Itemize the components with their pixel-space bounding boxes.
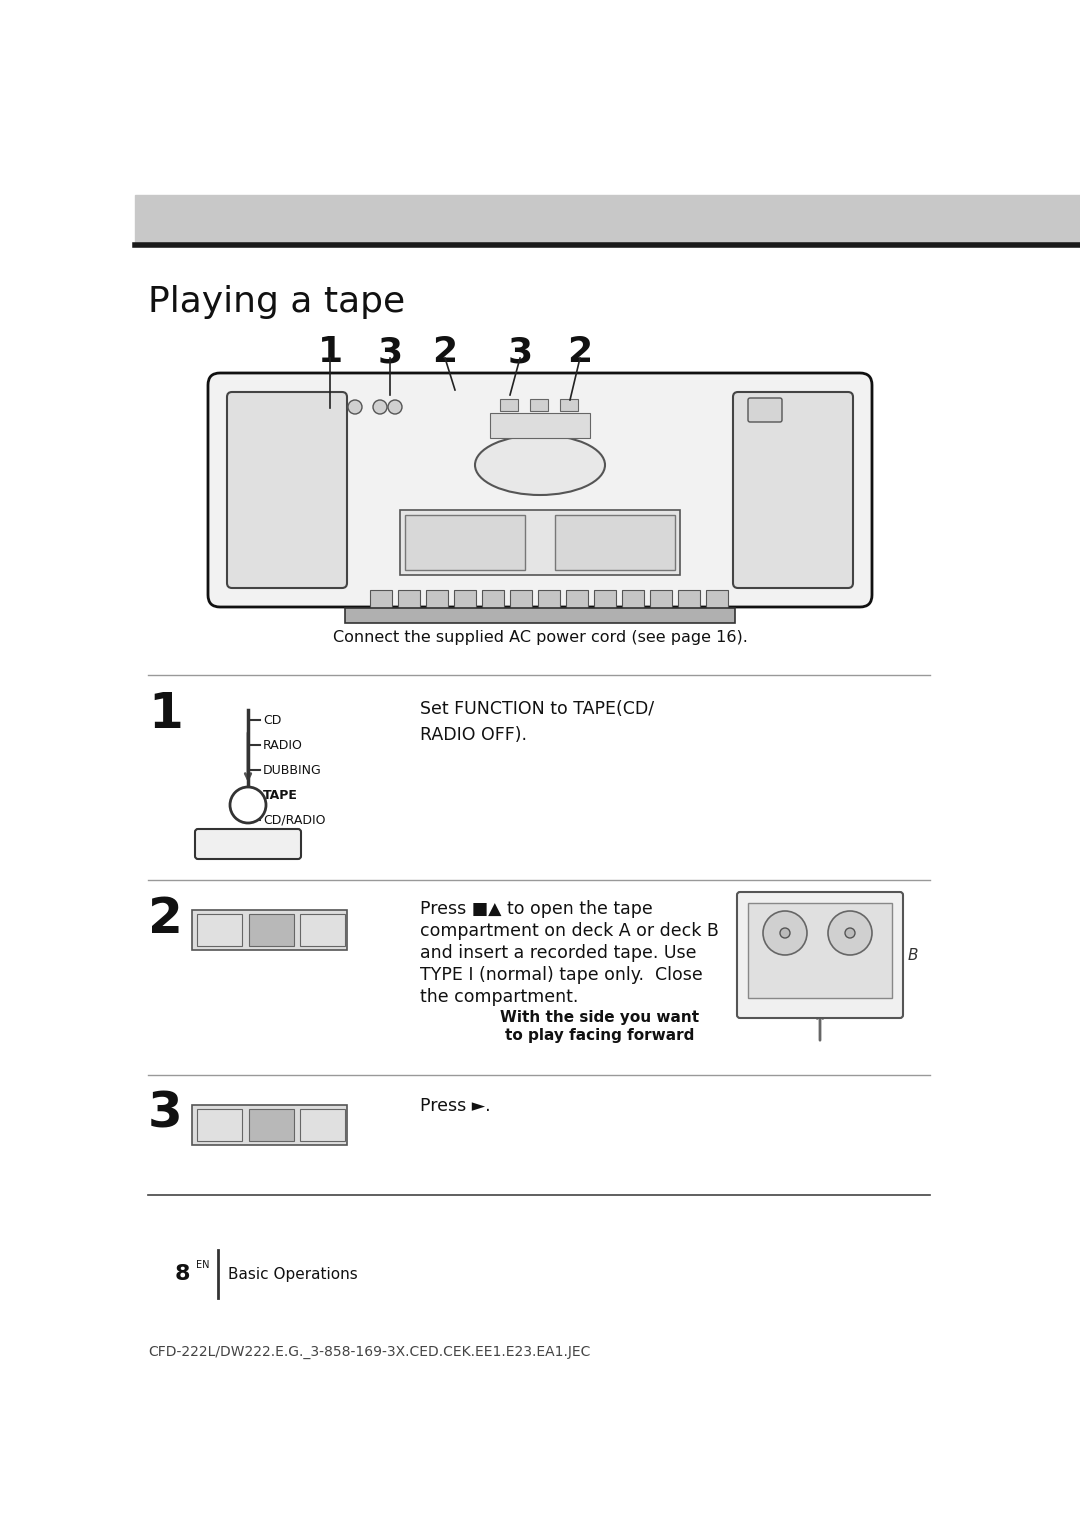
Text: 2: 2 (148, 895, 183, 943)
Bar (400, 510, 680, 575)
FancyBboxPatch shape (737, 892, 903, 1018)
Text: OFF: OFF (264, 828, 287, 840)
Bar (510, 590, 532, 608)
Text: 1: 1 (148, 691, 183, 738)
FancyBboxPatch shape (195, 830, 301, 859)
Text: and insert a recorded tape. Use: and insert a recorded tape. Use (420, 944, 697, 963)
Text: Connect the supplied AC power cord (see page 16).: Connect the supplied AC power cord (see … (333, 630, 747, 645)
Bar (490, 413, 590, 439)
FancyBboxPatch shape (748, 397, 782, 422)
Text: Press ■▲ to open the tape: Press ■▲ to open the tape (420, 900, 652, 918)
Bar (622, 590, 644, 608)
Bar (426, 590, 448, 608)
Bar (482, 590, 504, 608)
Text: ▶: ▶ (266, 1118, 276, 1132)
Bar (561, 399, 578, 411)
Text: CD/RADIO: CD/RADIO (264, 813, 325, 827)
Circle shape (828, 911, 872, 955)
Text: B: B (908, 947, 918, 963)
Bar (197, 1109, 242, 1141)
Bar (538, 590, 561, 608)
Ellipse shape (475, 435, 605, 495)
Bar (345, 608, 735, 623)
Bar (192, 1105, 347, 1144)
Bar (135, 196, 1080, 243)
Text: TAPE: TAPE (264, 788, 298, 802)
Bar (650, 590, 672, 608)
Bar (678, 590, 700, 608)
FancyBboxPatch shape (227, 393, 347, 588)
Bar (530, 399, 548, 411)
Text: to play facing forward: to play facing forward (505, 1028, 694, 1044)
Text: Playing a tape: Playing a tape (148, 286, 405, 319)
Bar (500, 399, 518, 411)
Text: 8: 8 (175, 1264, 190, 1284)
Text: 2: 2 (567, 335, 593, 368)
Text: Set FUNCTION to TAPE(CD/
RADIO OFF).: Set FUNCTION to TAPE(CD/ RADIO OFF). (420, 700, 654, 744)
Text: Basic Operations: Basic Operations (228, 1267, 357, 1282)
Text: CFD-222L/DW222.E.G._3-858-169-3X.CED.CEK.EE1.E23.EA1.JEC: CFD-222L/DW222.E.G._3-858-169-3X.CED.CEK… (148, 1345, 591, 1358)
Circle shape (762, 911, 807, 955)
Circle shape (230, 787, 266, 824)
Text: 2: 2 (432, 335, 458, 368)
Bar (249, 1109, 294, 1141)
Text: EN: EN (195, 1261, 210, 1270)
Text: the compartment.: the compartment. (420, 989, 579, 1005)
Bar (594, 590, 616, 608)
Bar (706, 590, 728, 608)
Text: TYPE I (normal) tape only.  Close: TYPE I (normal) tape only. Close (420, 966, 703, 984)
Bar (249, 914, 294, 946)
Bar (454, 590, 476, 608)
Circle shape (388, 400, 402, 414)
Bar (300, 914, 345, 946)
FancyBboxPatch shape (208, 373, 872, 607)
Bar (300, 1109, 345, 1141)
Text: ◀◀: ◀◀ (311, 1118, 333, 1132)
Bar (566, 590, 588, 608)
Bar (748, 903, 892, 998)
Circle shape (348, 400, 362, 414)
Text: ▶▶: ▶▶ (208, 923, 230, 937)
FancyBboxPatch shape (733, 393, 853, 588)
Bar (370, 590, 392, 608)
Circle shape (845, 927, 855, 938)
Text: 3: 3 (508, 335, 532, 368)
Circle shape (373, 400, 387, 414)
Text: DUBBING: DUBBING (264, 764, 322, 776)
Text: With the side you want: With the side you want (500, 1010, 700, 1025)
Text: ⏸: ⏸ (318, 923, 326, 937)
Text: 3: 3 (377, 335, 403, 368)
Bar (405, 515, 525, 570)
Text: compartment on deck A or deck B: compartment on deck A or deck B (420, 921, 719, 940)
Circle shape (780, 927, 789, 938)
Bar (399, 590, 420, 608)
Text: RADIO: RADIO (264, 738, 302, 752)
Text: ■▲: ■▲ (259, 923, 283, 937)
Bar (197, 914, 242, 946)
Text: Press ►.: Press ►. (420, 1097, 490, 1115)
Text: CD: CD (264, 714, 282, 726)
Text: 1: 1 (318, 335, 342, 368)
Bar (192, 911, 347, 950)
Text: 3: 3 (148, 1089, 183, 1138)
Bar (555, 515, 675, 570)
Text: ●: ● (213, 1118, 225, 1132)
Text: FUNCTION: FUNCTION (212, 837, 284, 851)
